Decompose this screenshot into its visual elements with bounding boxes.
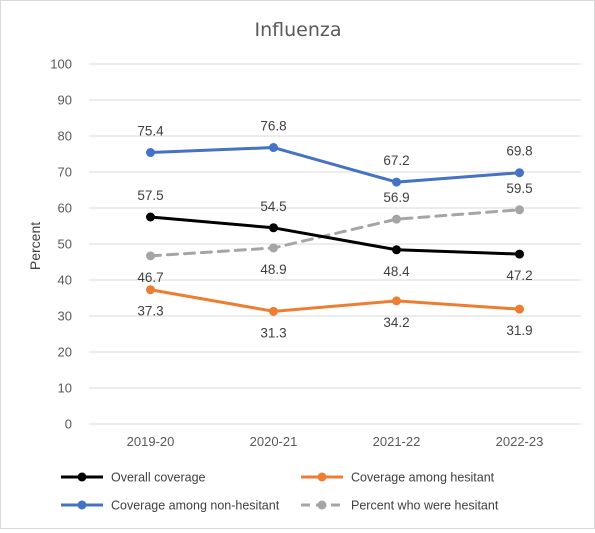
data-point: [146, 251, 155, 261]
y-tick-label: 60: [58, 201, 72, 216]
x-tick-label: 2022-23: [496, 434, 544, 449]
data-point: [515, 168, 524, 178]
data-point: [146, 148, 155, 158]
legend-item: Percent who were hesitant: [301, 499, 499, 513]
legend-marker: [77, 472, 87, 482]
series-line-2: [149, 146, 521, 184]
data-point: [392, 245, 401, 255]
data-label: 47.2: [506, 268, 532, 283]
y-tick-label: 70: [58, 165, 72, 180]
legend-item: Coverage among non-hesitant: [61, 499, 280, 513]
legend-marker: [77, 500, 87, 510]
data-label: 48.9: [260, 262, 286, 277]
data-label: 46.7: [137, 270, 163, 285]
data-label: 76.8: [260, 119, 286, 134]
data-label: 57.5: [137, 188, 163, 203]
data-point: [392, 214, 401, 224]
legend: Overall coverage Coverage among hesitant C…: [61, 471, 499, 513]
y-tick-label: 80: [58, 129, 72, 144]
series-line-0: [149, 215, 521, 256]
data-label: 37.3: [137, 304, 163, 319]
legend-item: Overall coverage: [61, 471, 206, 485]
y-tick-label: 20: [58, 345, 72, 360]
data-label: 56.9: [383, 190, 409, 205]
data-point: [392, 296, 401, 306]
data-point: [515, 249, 524, 259]
y-tick-label: 30: [58, 309, 72, 324]
y-axis-label: Percent: [27, 222, 43, 270]
x-tick-label: 2020-21: [250, 434, 298, 449]
gridlines: [89, 63, 581, 425]
data-label: 75.4: [137, 124, 164, 139]
y-tick-label: 100: [50, 57, 72, 72]
y-tick-label: 50: [58, 237, 72, 252]
data-label: 31.3: [260, 325, 286, 340]
data-point: [515, 205, 524, 215]
data-point: [269, 223, 278, 233]
legend-label: Coverage among non-hesitant: [111, 499, 280, 513]
data-point: [269, 306, 278, 316]
data-point: [269, 143, 278, 153]
data-label: 31.9: [506, 323, 532, 338]
y-tick-labels: 0 10 20 30 40 50 60 70 80 90 100: [50, 57, 72, 432]
series-line-1: [149, 288, 521, 313]
legend-label: Coverage among hesitant: [351, 471, 495, 485]
data-point: [146, 285, 155, 295]
x-tick-label: 2019-20: [127, 434, 175, 449]
y-tick-label: 0: [65, 417, 72, 432]
data-label: 69.8: [506, 144, 532, 159]
data-point: [515, 304, 524, 314]
legend-label: Overall coverage: [111, 471, 206, 485]
legend-item: Coverage among hesitant: [301, 471, 495, 485]
chart-title: Influenza: [254, 19, 341, 41]
data-label: 34.2: [383, 315, 409, 330]
data-point: [146, 212, 155, 222]
series-layer: [146, 143, 524, 316]
y-tick-label: 90: [58, 93, 72, 108]
x-tick-label: 2021-22: [373, 434, 421, 449]
data-label: 48.4: [383, 264, 410, 279]
data-point: [392, 177, 401, 187]
data-label: 59.5: [506, 181, 532, 196]
data-label: 54.5: [260, 199, 286, 214]
data-label: 67.2: [383, 153, 409, 168]
x-tick-labels: 2019-20 2020-21 2021-22 2022-23: [127, 434, 544, 449]
data-labels: 57.5 54.5 48.4 47.2 37.3 31.3 34.2 31.9 75.4 76.8…: [137, 119, 532, 341]
series-line-3: [149, 208, 521, 258]
legend-label: Percent who were hesitant: [351, 499, 499, 513]
y-tick-label: 10: [58, 381, 72, 396]
legend-marker: [317, 500, 327, 510]
legend-marker: [317, 472, 327, 482]
y-tick-label: 40: [58, 273, 72, 288]
data-point: [269, 243, 278, 253]
